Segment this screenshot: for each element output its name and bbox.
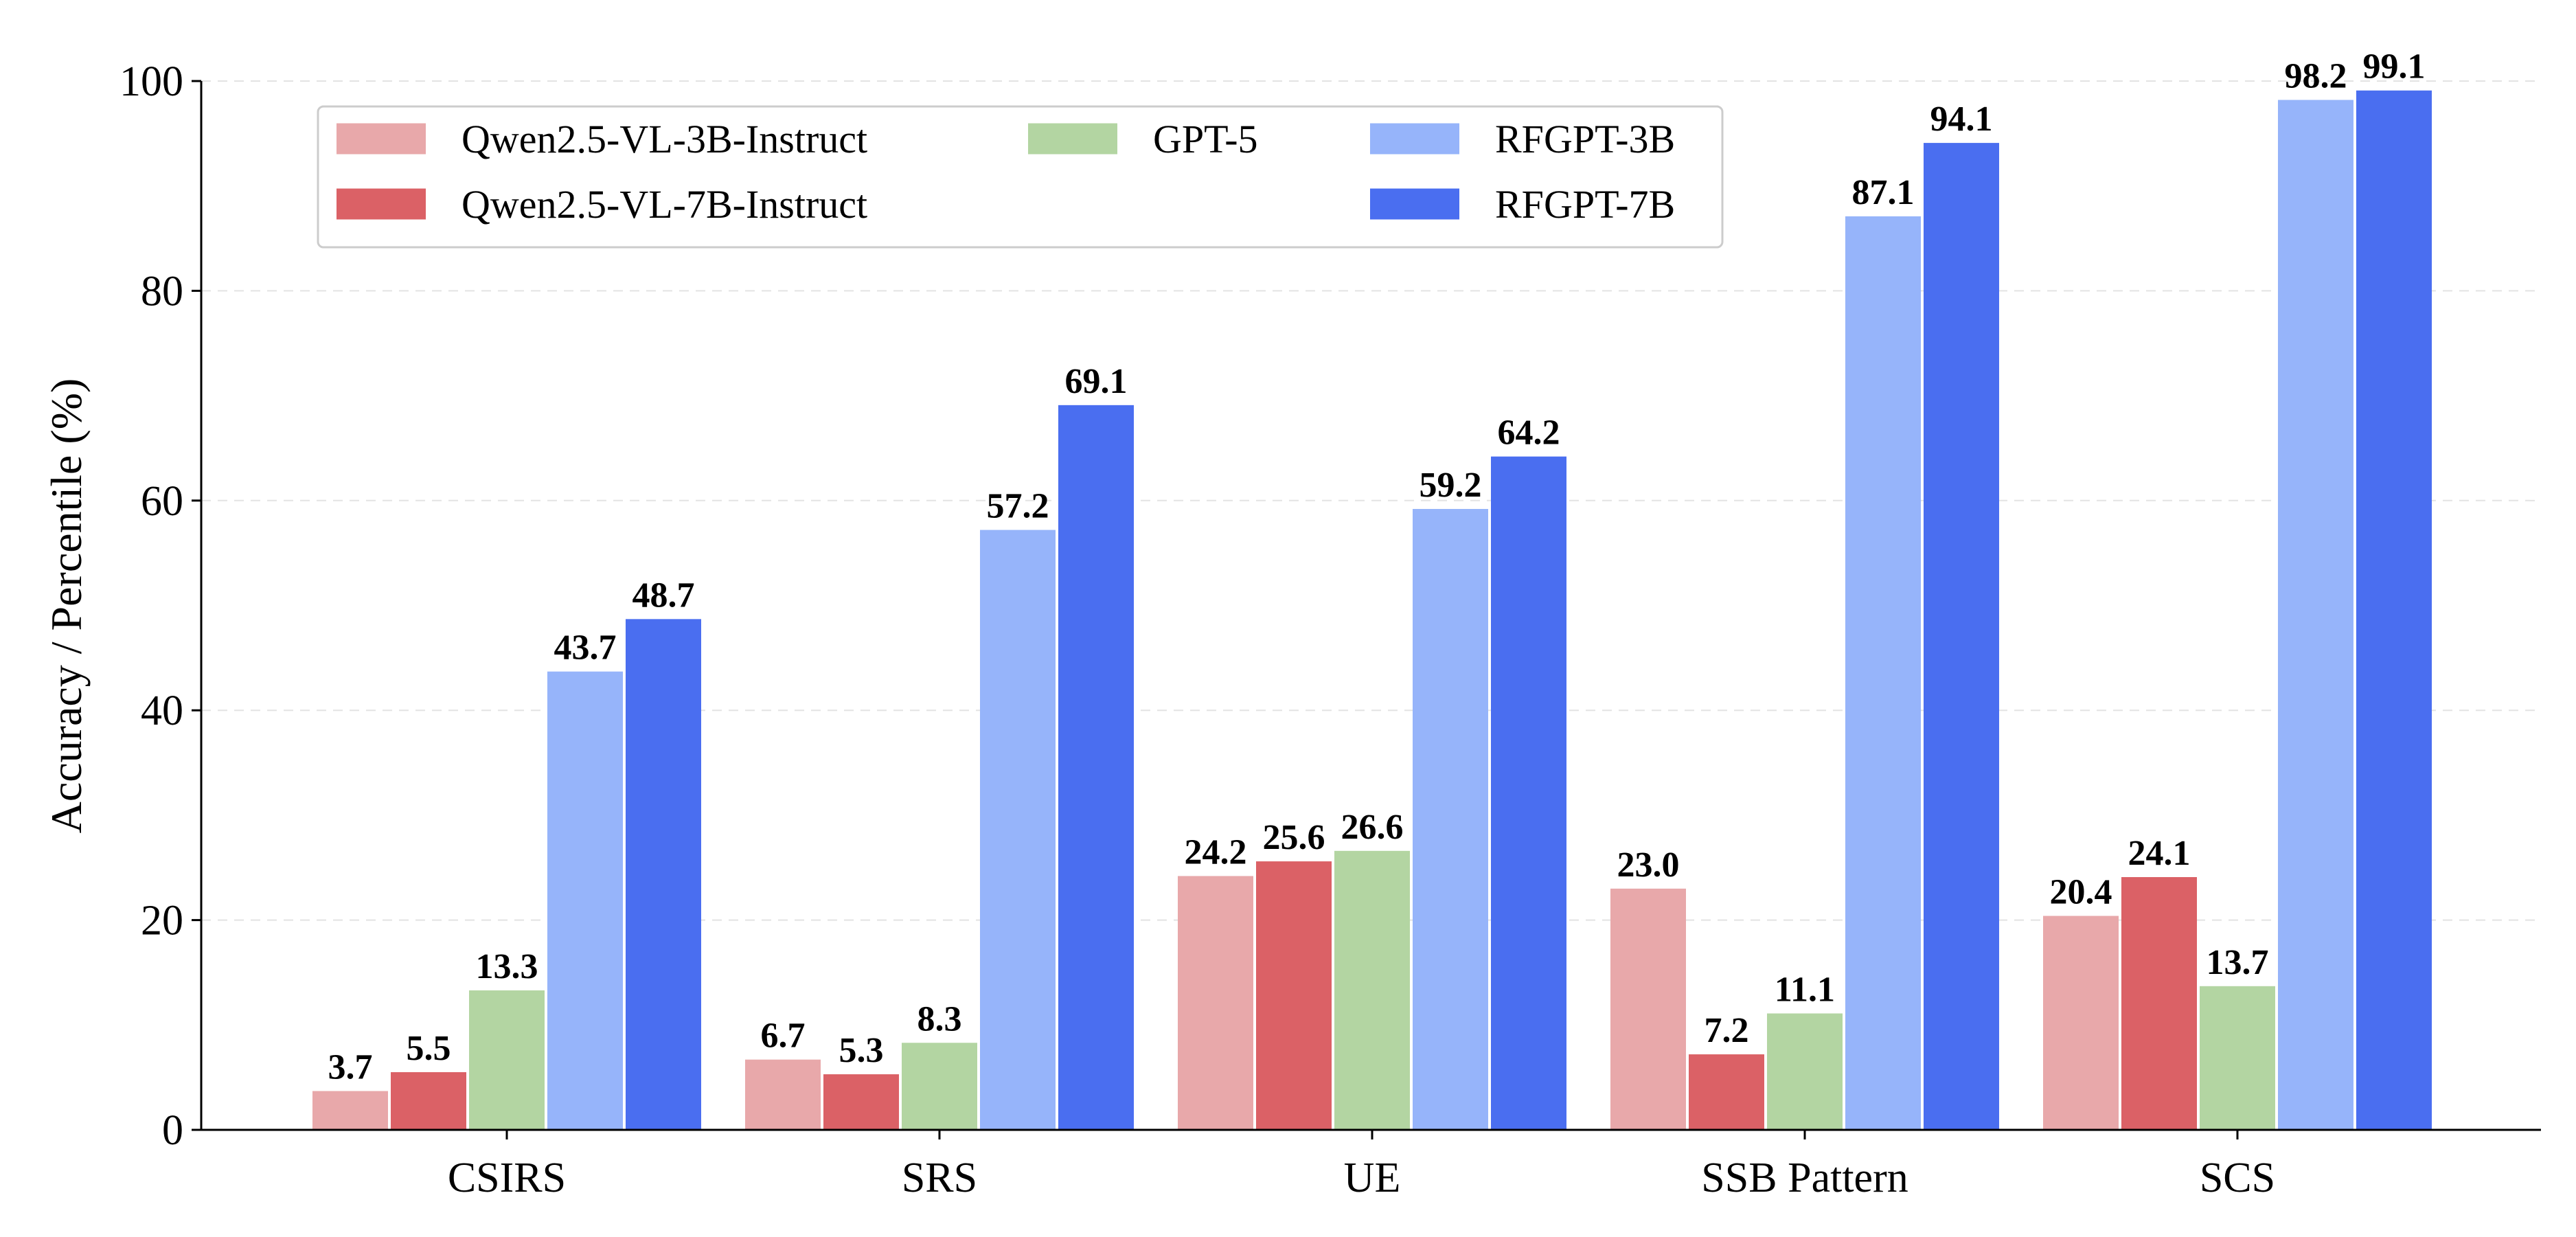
- data-label: 59.2: [1420, 466, 1482, 505]
- bar: [1491, 456, 1566, 1130]
- bar: [2121, 876, 2197, 1130]
- data-label: 64.2: [1498, 413, 1560, 453]
- data-label: 5.5: [407, 1029, 451, 1068]
- bar: [312, 1091, 388, 1130]
- data-label: 5.3: [839, 1031, 884, 1070]
- data-label: 99.1: [2363, 47, 2426, 87]
- y-tick-label: 80: [141, 268, 183, 315]
- bar: [469, 990, 545, 1130]
- x-tick-label: SSB Pattern: [1701, 1155, 1908, 1201]
- legend-label: GPT-5: [1153, 117, 1258, 161]
- legend-label: RFGPT-3B: [1495, 117, 1675, 161]
- data-label: 6.7: [761, 1017, 806, 1056]
- bar: [2200, 986, 2275, 1130]
- legend-swatch: [1028, 123, 1117, 155]
- axes-layer: 0 20 40 60 80 100 CSIRS SRS UE SSB Pattern SCS: [119, 58, 2541, 1201]
- bar: [1413, 509, 1488, 1130]
- legend-swatch: [1370, 188, 1459, 220]
- bars-layer: [312, 90, 2432, 1131]
- legend-label: Qwen2.5-VL-7B-Instruct: [461, 182, 867, 227]
- data-label: 87.1: [1852, 173, 1915, 212]
- data-label: 48.7: [632, 576, 695, 615]
- legend-label: RFGPT-7B: [1495, 182, 1675, 227]
- legend-swatch: [337, 188, 426, 220]
- bar: [2278, 100, 2353, 1131]
- data-label: 3.7: [328, 1048, 373, 1087]
- y-tick-label: 20: [141, 898, 183, 944]
- bar: [902, 1043, 977, 1130]
- data-label: 11.1: [1775, 971, 1835, 1010]
- data-label: 57.2: [987, 487, 1049, 526]
- legend-label: Qwen2.5-VL-3B-Instruct: [461, 117, 867, 161]
- bar: [1845, 216, 1921, 1130]
- bar: [2356, 90, 2432, 1130]
- y-tick-label: 60: [141, 478, 183, 525]
- bar: [2043, 916, 2119, 1130]
- bar: [1689, 1054, 1764, 1130]
- x-tick-label: CSIRS: [448, 1155, 566, 1201]
- data-label: 69.1: [1065, 362, 1128, 401]
- bar: [1058, 405, 1134, 1130]
- y-axis-title: Accuracy / Percentile (%): [42, 378, 91, 834]
- data-label: 8.3: [917, 999, 962, 1039]
- x-tick-label: SCS: [2200, 1155, 2275, 1201]
- data-label: 26.6: [1341, 808, 1404, 847]
- y-tick-label: 40: [141, 688, 183, 734]
- data-label: 94.1: [1930, 100, 1993, 139]
- data-label: 98.2: [2285, 56, 2347, 95]
- bar: [980, 530, 1056, 1130]
- bar: [391, 1072, 466, 1130]
- data-label: 20.4: [2050, 872, 2112, 911]
- y-tick-label: 0: [162, 1107, 183, 1154]
- x-tick-label: SRS: [902, 1155, 977, 1201]
- bar: [1924, 143, 1999, 1130]
- bar: [745, 1059, 821, 1130]
- bar: [1178, 876, 1253, 1130]
- data-label: 13.3: [476, 947, 538, 986]
- x-tick-label: UE: [1344, 1155, 1401, 1201]
- value-labels-layer: 3.7 5.5 13.3 43.7 48.7 6.7 5.3 8.3 57.2 69.1 24.2 2…: [328, 47, 2426, 1087]
- data-label: 7.2: [1705, 1011, 1749, 1050]
- legend: Qwen2.5-VL-3B-Instruct Qwen2.5-VL-7B-Inst…: [317, 105, 1724, 249]
- bar: [626, 619, 701, 1130]
- bar: [547, 671, 623, 1130]
- bar: [823, 1074, 899, 1130]
- data-label: 13.7: [2207, 943, 2269, 982]
- data-label: 25.6: [1263, 818, 1325, 857]
- bar: [1610, 888, 1686, 1130]
- data-label: 43.7: [554, 628, 617, 668]
- data-label: 24.2: [1185, 832, 1247, 872]
- legend-swatch: [1370, 123, 1459, 155]
- y-tick-label: 100: [119, 58, 183, 105]
- bar: [1256, 861, 1332, 1130]
- legend-swatch: [337, 123, 426, 155]
- bar: [1767, 1013, 1843, 1130]
- bar: [1334, 850, 1410, 1130]
- data-label: 24.1: [2128, 834, 2191, 873]
- data-label: 23.0: [1617, 846, 1680, 885]
